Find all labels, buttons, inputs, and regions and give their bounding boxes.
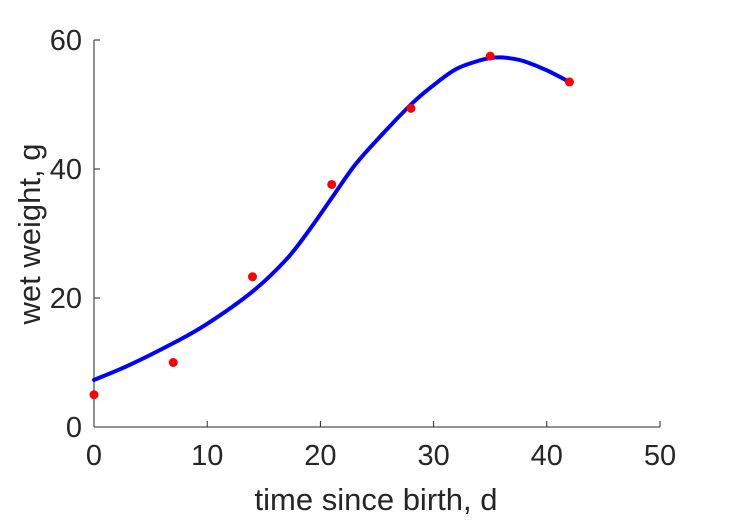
x-ticks: 0 10 20 30 40 50 <box>86 421 676 472</box>
axes <box>93 40 660 428</box>
x-tick-label: 10 <box>191 440 223 472</box>
x-tick-label: 30 <box>417 440 449 472</box>
data-point <box>247 272 257 282</box>
x-tick-label: 40 <box>531 440 563 472</box>
y-tick-label: 60 <box>50 25 82 57</box>
data-point <box>168 358 178 367</box>
x-tick-label: 0 <box>86 440 102 472</box>
series-layer <box>89 51 574 400</box>
data-point <box>89 390 99 400</box>
y-tick-label: 40 <box>50 154 82 186</box>
x-tick-label: 50 <box>644 440 676 472</box>
y-tick-label: 20 <box>50 283 82 315</box>
y-tick-label: 0 <box>66 412 82 444</box>
x-tick-label: 20 <box>304 440 336 472</box>
data-point <box>485 51 495 61</box>
y-axis-label: wet weight, g <box>12 144 47 326</box>
data-point <box>564 77 574 87</box>
y-ticks: 0 20 40 60 <box>50 25 100 444</box>
data-point <box>406 103 416 113</box>
x-axis-label: time since birth, d <box>255 482 498 517</box>
fitted-curve <box>92 55 572 382</box>
data-point <box>327 179 337 189</box>
